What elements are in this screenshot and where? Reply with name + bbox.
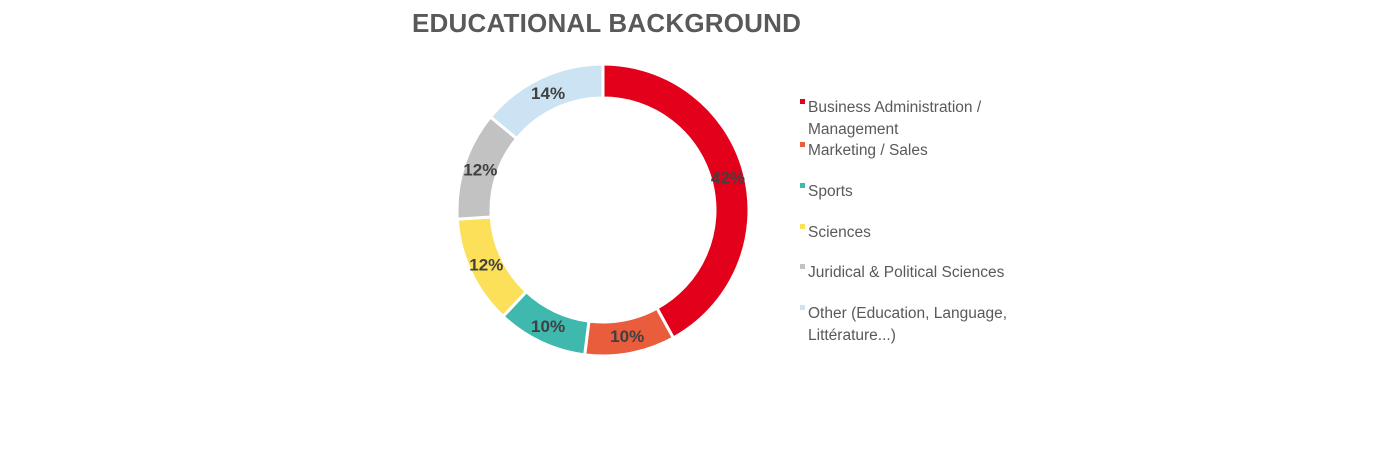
legend-swatch-sciences [800,224,805,229]
legend-swatch-sports [800,183,805,188]
donut-data-labels: 42% 10% 10% 12% 12% 14% [463,84,745,346]
legend-swatch-juridical-political-sciences [800,264,805,269]
legend-label-sports: Sports [808,183,853,200]
donut-slices [455,62,751,358]
legend-label-business-administration: Business Administration / Management [808,99,982,138]
data-label-sciences: 12% [469,255,503,274]
data-label-juridical-political-sciences: 12% [463,161,497,180]
chart-title: EDUCATIONAL BACKGROUND [412,8,802,38]
legend-label-sciences: Sciences [808,224,871,241]
legend-label-marketing-sales: Marketing / Sales [808,142,928,159]
legend-label-other: Other (Education, Language, Littérature.… [808,305,1008,344]
chart-legend: Business Administration / Management Mar… [800,0,1040,470]
data-label-sports: 10% [531,317,565,336]
legend-swatch-marketing-sales [800,142,805,147]
data-label-business-administration: 42% [711,168,745,187]
data-label-marketing-sales: 10% [610,327,644,346]
donut-slice-other [488,62,605,141]
legend-swatch-other [800,305,805,310]
donut-slice-business-administration [601,62,751,340]
data-label-other: 14% [531,84,565,103]
legend-label-juridical-political-sciences: Juridical & Political Sciences [808,264,1005,281]
legend-swatch-business-administration [800,99,805,104]
